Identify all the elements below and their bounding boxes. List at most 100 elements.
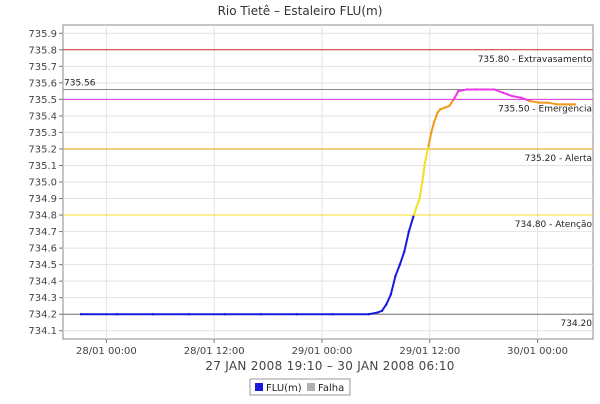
data-point xyxy=(367,313,370,316)
x-tick-label: 29/01 12:00 xyxy=(399,346,460,357)
data-point xyxy=(457,89,460,93)
series-segment xyxy=(412,207,418,218)
series-segment xyxy=(403,230,410,253)
x-axis-label: 27 JAN 2008 19:10 – 30 JAN 2008 06:10 xyxy=(205,359,454,373)
x-axis: 28/01 00:00 28/01 12:00 29/01 00:00 29/01 1… xyxy=(76,339,568,357)
data-point xyxy=(423,160,427,164)
data-point xyxy=(492,88,496,91)
y-tick-label: 735.4 xyxy=(28,111,57,122)
series-segment xyxy=(430,121,435,134)
x-tick-label: 28/01 12:00 xyxy=(184,346,245,357)
legend-label-falha: Falha xyxy=(318,383,344,394)
series-segment xyxy=(398,250,406,266)
data-point xyxy=(443,106,446,109)
y-tick-label: 735.3 xyxy=(28,128,57,139)
data-point xyxy=(414,207,418,210)
series-segment xyxy=(529,100,541,104)
y-tick-label: 734.7 xyxy=(28,227,57,238)
data-point xyxy=(573,103,577,106)
legend: FLU(m) Falha xyxy=(249,378,351,396)
y-tick-label: 735.2 xyxy=(28,144,57,155)
y-tick-label: 735.7 xyxy=(28,62,57,73)
y-tick-label: 735.0 xyxy=(28,178,57,189)
y-tick-label: 734.4 xyxy=(28,277,57,288)
legend-box xyxy=(249,378,351,396)
y-tick-label: 735.1 xyxy=(28,161,57,172)
series-segment xyxy=(493,88,505,94)
data-point xyxy=(407,230,411,233)
y-tick-label: 734.3 xyxy=(28,293,57,304)
data-point xyxy=(427,144,430,147)
series-segment xyxy=(421,161,427,183)
data-point xyxy=(484,88,487,91)
data-point xyxy=(506,93,509,96)
data-point xyxy=(528,99,532,103)
data-point xyxy=(79,313,83,316)
data-point xyxy=(376,311,379,314)
data-point xyxy=(439,108,442,111)
data-point xyxy=(537,101,541,104)
reference-label: 735.80 - Extravasamento xyxy=(478,55,593,65)
data-point xyxy=(151,313,155,316)
y-tick-label: 734.5 xyxy=(28,260,57,271)
series-segment xyxy=(511,95,523,99)
data-point xyxy=(452,98,455,101)
legend-swatch-falha xyxy=(307,383,315,391)
data-point xyxy=(115,313,119,316)
reference-label: 735.20 - Alerta xyxy=(525,154,592,164)
series-segment xyxy=(415,197,421,210)
series-segment xyxy=(452,90,460,101)
y-axis: 734.1 734.2 734.3 734.4 734.5 734.6 734.7 734.8… xyxy=(28,29,63,337)
data-point xyxy=(389,293,393,296)
data-point xyxy=(564,103,568,106)
data-point xyxy=(510,94,514,98)
y-tick-label: 735.5 xyxy=(28,95,57,106)
series-segment xyxy=(367,311,379,316)
data-point xyxy=(380,309,384,313)
data-point xyxy=(546,101,550,104)
y-tick-label: 735.6 xyxy=(28,78,57,89)
data-point xyxy=(430,131,433,134)
data-point xyxy=(448,104,451,108)
series-segment xyxy=(385,293,392,306)
series-segment xyxy=(418,181,424,200)
data-point xyxy=(432,121,436,124)
data-point xyxy=(187,313,190,316)
series-segment xyxy=(520,96,532,103)
x-tick-label: 29/01 00:00 xyxy=(292,346,353,357)
series-segment xyxy=(457,88,469,93)
y-tick-label: 735.8 xyxy=(28,45,57,56)
x-tick-label: 28/01 00:00 xyxy=(76,346,137,357)
reference-label: 734.80 - Atenção xyxy=(515,220,593,230)
chart-title: Rio Tietê – Estaleiro FLU(m) xyxy=(218,4,383,18)
series-segment xyxy=(547,101,559,106)
data-point xyxy=(403,250,406,253)
reference-lines: 735.80 - Extravasamento 735.56 735.50 - Em… xyxy=(63,49,593,329)
data-point xyxy=(475,88,478,91)
data-point xyxy=(295,313,298,316)
reference-label: 734.20 xyxy=(561,319,593,329)
legend-label-flu: FLU(m) xyxy=(266,383,302,394)
series-segment xyxy=(380,303,388,312)
data-point xyxy=(331,313,334,316)
data-point xyxy=(223,313,226,316)
data-point xyxy=(421,180,424,184)
data-point xyxy=(394,275,397,278)
series-segment xyxy=(424,144,430,164)
data-point xyxy=(398,263,402,266)
legend-swatch-flu xyxy=(255,383,263,391)
y-tick-label: 735.9 xyxy=(28,29,57,40)
data-point xyxy=(466,88,469,91)
series-segment xyxy=(427,131,433,147)
x-tick-label: 30/01 00:00 xyxy=(507,346,568,357)
data-point xyxy=(555,103,559,106)
data-point xyxy=(501,91,505,94)
y-tick-label: 734.8 xyxy=(28,211,57,222)
series-segment xyxy=(394,263,401,278)
series-segment xyxy=(407,215,415,233)
y-tick-label: 734.1 xyxy=(28,326,57,337)
series-layer xyxy=(79,88,577,316)
series-segment xyxy=(448,98,455,107)
data-point xyxy=(418,197,421,200)
